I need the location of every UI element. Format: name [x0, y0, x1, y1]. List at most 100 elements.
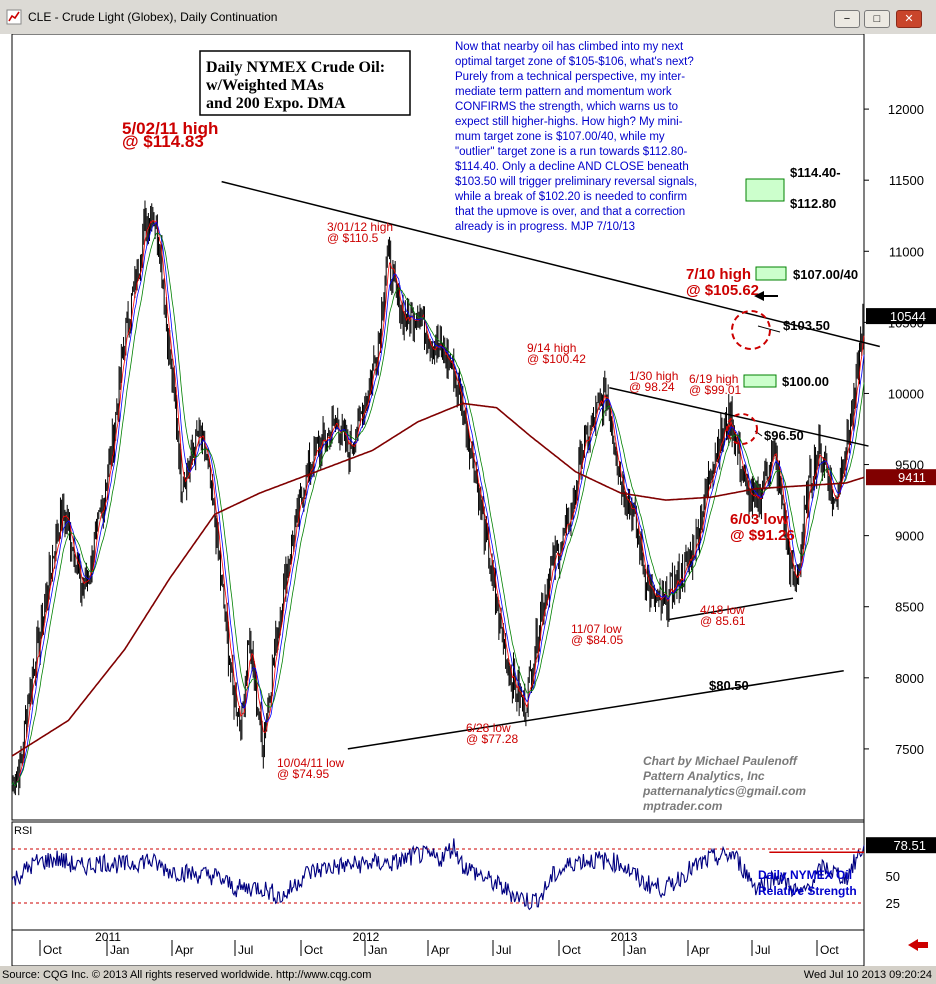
target-zone-100 [743, 374, 777, 388]
trendline [347, 669, 844, 750]
annotation-label: 7/10 high [686, 266, 751, 283]
ma-long-line [11, 232, 865, 787]
commentary-line: expect still higher-highs. How high? My … [455, 116, 683, 128]
level-label: $114.40- [790, 165, 841, 180]
y-tick-label: 8500 [895, 600, 924, 615]
commentary-line: that the upmove is over, and that a corr… [455, 206, 685, 218]
credit-line: patternanalytics@gmail.com [642, 784, 806, 798]
x-tick-label: Jul [496, 943, 511, 957]
rsi-last-label: 78.51 [893, 838, 926, 853]
annotation-value: @ $91.26 [730, 527, 795, 544]
chart-title: Daily NYMEX Crude Oil: [206, 59, 385, 76]
annotation-label: 5/02/11 high [122, 119, 218, 138]
level-label: $103.50 [783, 318, 830, 333]
commentary-line: optimal target zone of $105-$106, what's… [455, 56, 694, 68]
annotation-label: 9/14 high [527, 341, 576, 355]
source-credit: Source: CQG Inc. © 2013 All rights reser… [2, 969, 372, 981]
window-title: CLE - Crude Light (Globex), Daily Contin… [28, 10, 278, 24]
year-label: 2011 [95, 930, 121, 944]
target-zone-outlier [745, 178, 785, 202]
arrow-head-icon [754, 291, 764, 301]
ma-short-line [11, 219, 865, 787]
x-tick-label: Apr [175, 943, 194, 957]
annotation-label: 6/28 low [466, 721, 511, 735]
x-axis-strip [11, 929, 865, 966]
y-tick-label: 7500 [895, 742, 924, 757]
commentary-line: Now that nearby oil has climbed into my … [455, 41, 684, 53]
annotation-label: 4/18 low [700, 603, 745, 617]
x-tick-label: Jan [368, 943, 387, 957]
annotation-value: @ 98.24 [629, 380, 675, 394]
rsi-line [11, 838, 865, 911]
annotation-label: 11/07 low [571, 622, 622, 636]
last-price-tag [866, 308, 936, 325]
maximize-button[interactable]: □ [864, 10, 890, 28]
credit-line: Pattern Analytics, Inc [643, 769, 765, 783]
rsi-tick-label: 25 [886, 896, 900, 911]
commentary-line: mum target zone is $107.00/40, while my [455, 131, 665, 143]
dma-200-line [11, 402, 865, 757]
credit-line: Chart by Michael Paulenoff [643, 754, 798, 768]
rsi-label: Relative Strength [758, 884, 857, 898]
commentary-line: $114.40. Only a decline AND CLOSE beneat… [455, 161, 689, 173]
trendline [221, 180, 880, 348]
status-bar: Source: CQG Inc. © 2013 All rights reser… [0, 966, 936, 984]
annotation-label: 1/30 high [629, 369, 678, 383]
annotation-label: 6/03 low [730, 511, 789, 528]
x-tick-label: Oct [820, 943, 839, 957]
dma-tag [866, 469, 936, 486]
scroll-left-icon [908, 939, 928, 951]
annotation-value: @ $84.05 [571, 633, 624, 647]
ma-mid-line [11, 221, 865, 787]
x-tick-label: Apr [691, 943, 710, 957]
commentary-line: $103.50 will trigger preliminary reversa… [455, 176, 697, 188]
level-pointer [757, 325, 781, 333]
chart-subtitle: w/Weighted MAs [206, 77, 324, 94]
rsi-title: RSI [14, 825, 32, 837]
x-tick-label: Oct [562, 943, 581, 957]
year-label: 2012 [353, 930, 380, 944]
rsi-last-tag [866, 837, 936, 854]
timestamp: Wed Jul 10 2013 09:20:24 [803, 969, 932, 981]
commentary-line: while a break of $102.20 is needed to co… [454, 191, 687, 203]
y-tick-label: 10000 [888, 386, 924, 401]
y-tick-label: 9000 [895, 529, 924, 544]
y-tick-label: 9500 [895, 458, 924, 473]
title-box [199, 50, 411, 116]
level-label: $112.80 [790, 196, 836, 211]
chart-area: 1200011500110001050010000950090008500800… [0, 34, 936, 966]
annotation-value: @ $114.83 [122, 132, 204, 151]
rsi-panel-frame [11, 821, 865, 931]
annotation-label: 10/04/11 low [277, 756, 344, 770]
y-tick-label: 12000 [888, 102, 924, 117]
dma-label: 9411 [898, 470, 926, 485]
x-tick-label: Jul [238, 943, 253, 957]
chart-subtitle: and 200 Expo. DMA [206, 95, 346, 112]
x-tick-label: Jan [110, 943, 129, 957]
annotation-label: 6/19 high [689, 372, 738, 386]
credit-line: mptrader.com [643, 799, 723, 813]
annotation-value: @ $74.95 [277, 767, 330, 781]
x-tick-label: Oct [304, 943, 323, 957]
trendline [609, 387, 869, 447]
commentary-line: already is in progress. MJP 7/10/13 [455, 221, 635, 233]
annotation-value: @ $77.28 [466, 732, 519, 746]
level-label: $80.50 [709, 678, 749, 693]
annotation-value: @ 85.61 [700, 614, 746, 628]
window-titlebar: CLE - Crude Light (Globex), Daily Contin… [0, 0, 936, 35]
commentary-line: "outlier" target zone is a run towards $… [455, 146, 688, 158]
y-tick-label: 11000 [889, 244, 924, 259]
commentary-line: Purely from a technical perspective, my … [455, 71, 685, 83]
breakout-circle [731, 310, 771, 350]
annotation-value: @ $100.42 [527, 352, 586, 366]
minimize-button[interactable]: − [834, 10, 860, 28]
annotation-value: @ $110.5 [327, 231, 379, 245]
commentary-line: mediate term pattern and momentum work [455, 86, 672, 98]
last-price-label: 10544 [890, 309, 926, 324]
x-tick-label: Jan [627, 943, 646, 957]
x-tick-label: Oct [43, 943, 62, 957]
close-button[interactable]: ✕ [896, 10, 922, 28]
target-zone-min [755, 266, 787, 281]
year-label: 2013 [611, 930, 638, 944]
level-label: $107.00/40 [793, 267, 858, 282]
